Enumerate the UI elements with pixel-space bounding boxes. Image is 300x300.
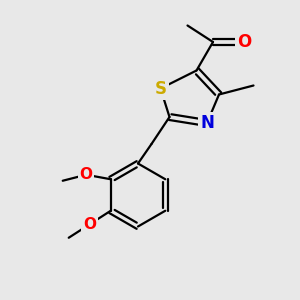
- Text: S: S: [154, 80, 166, 98]
- Text: N: N: [200, 114, 214, 132]
- Text: O: O: [237, 33, 252, 51]
- Text: O: O: [83, 217, 96, 232]
- Text: O: O: [80, 167, 93, 182]
